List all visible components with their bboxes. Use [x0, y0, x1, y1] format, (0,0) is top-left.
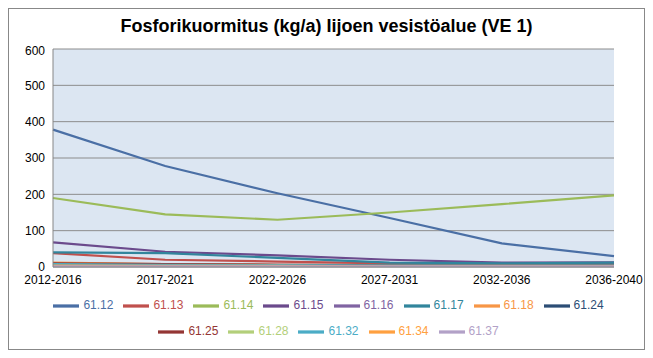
svg-text:500: 500	[25, 79, 45, 93]
svg-text:100: 100	[25, 224, 45, 238]
html-text:61.28: 61.28	[258, 324, 289, 339]
svg-text:2022-2026: 2022-2026	[249, 273, 307, 287]
svg-text:2027-2031: 2027-2031	[361, 273, 419, 287]
html-text:61.15: 61.15	[293, 298, 324, 313]
svg-text:600: 600	[25, 44, 45, 58]
html-text:61.34: 61.34	[398, 324, 429, 339]
html-text:61.32: 61.32	[328, 324, 359, 339]
html-text:61.12: 61.12	[83, 298, 114, 313]
html-text:61.24: 61.24	[573, 298, 604, 313]
svg-text:2012-2016: 2012-2016	[24, 273, 82, 287]
svg-text:300: 300	[25, 151, 45, 165]
html-text:61.14: 61.14	[223, 298, 254, 313]
svg-text:0: 0	[38, 260, 45, 274]
svg-text:200: 200	[25, 188, 45, 202]
html-text:Fosforikuormitus (kg/a) Iijoen: Fosforikuormitus (kg/a) Iijoen vesistöal…	[120, 16, 533, 36]
svg-text:2032-2036: 2032-2036	[473, 273, 531, 287]
svg-text:2017-2021: 2017-2021	[137, 273, 195, 287]
html-text:61.37: 61.37	[468, 324, 499, 339]
html-text:61.13: 61.13	[153, 298, 184, 313]
svg-text:2036-2040: 2036-2040	[585, 273, 643, 287]
html-text:61.18: 61.18	[503, 298, 534, 313]
svg-text:400: 400	[25, 115, 45, 129]
html-text:61.25: 61.25	[188, 324, 219, 339]
html-text:61.16: 61.16	[363, 298, 394, 313]
html-text:61.17: 61.17	[433, 298, 464, 313]
